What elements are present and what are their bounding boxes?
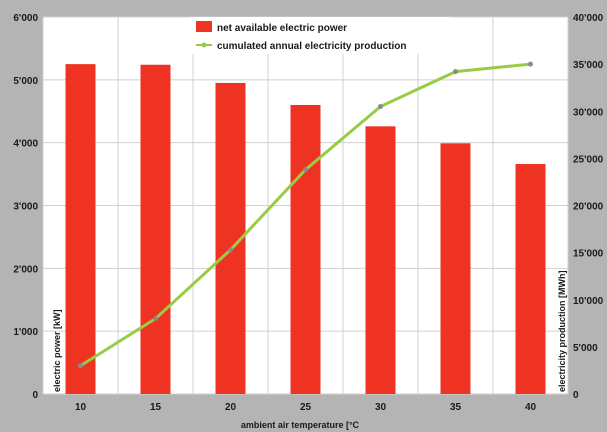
y-axis-left: 0 1'000 2'000 3'000 4'000 5'000 6'000 bbox=[13, 13, 38, 401]
legend-label-line: cumulated annual electricity production bbox=[217, 41, 406, 52]
y-tick-right: 40'000 bbox=[573, 13, 604, 24]
x-tick: 15 bbox=[150, 402, 162, 413]
y-axis-left-title: electric power [kW] bbox=[52, 309, 62, 392]
x-tick: 20 bbox=[225, 402, 237, 413]
y-tick-left: 2'000 bbox=[13, 264, 38, 275]
legend-label-bar: net available electric power bbox=[217, 23, 347, 34]
y-tick-left: 3'000 bbox=[13, 202, 38, 213]
bar bbox=[290, 104, 321, 394]
line-point bbox=[303, 167, 308, 173]
bar bbox=[515, 164, 546, 394]
bar bbox=[365, 126, 396, 394]
bar-series bbox=[65, 64, 546, 395]
y-tick-right: 35'000 bbox=[573, 60, 604, 71]
y-tick-right: 15'000 bbox=[573, 249, 604, 260]
legend-swatch-bar bbox=[196, 21, 212, 32]
line-point bbox=[528, 61, 533, 67]
x-tick: 40 bbox=[525, 402, 537, 413]
x-axis-title: ambient air temperature [°C bbox=[241, 420, 360, 430]
line-point bbox=[453, 69, 458, 75]
line-point bbox=[228, 247, 233, 253]
y-tick-left: 1'000 bbox=[13, 327, 38, 338]
y-tick-right: 20'000 bbox=[573, 202, 604, 213]
y-tick-right: 0 bbox=[573, 390, 579, 401]
line-markers bbox=[78, 61, 533, 369]
x-axis: 10 15 20 25 30 35 40 bbox=[75, 402, 537, 413]
legend-swatch-marker bbox=[201, 42, 207, 48]
x-tick: 30 bbox=[375, 402, 387, 413]
y-tick-right: 25'000 bbox=[573, 154, 604, 165]
x-tick: 10 bbox=[75, 402, 87, 413]
line-point bbox=[153, 316, 158, 322]
y-axis-right: 0 5'000 10'000 15'000 20'000 25'000 30'000 35'0… bbox=[573, 13, 604, 401]
y-tick-right: 5'000 bbox=[573, 343, 598, 354]
bar bbox=[440, 143, 471, 394]
y-tick-left: 0 bbox=[32, 390, 38, 401]
bar bbox=[65, 64, 96, 394]
y-tick-left: 5'000 bbox=[13, 76, 38, 87]
y-tick-right: 30'000 bbox=[573, 107, 604, 118]
y-tick-left: 4'000 bbox=[13, 139, 38, 150]
x-tick: 35 bbox=[450, 402, 462, 413]
line-point bbox=[378, 104, 383, 110]
bar bbox=[140, 64, 171, 395]
x-tick: 25 bbox=[300, 402, 312, 413]
legend: net available electric power cumulated a… bbox=[190, 17, 452, 54]
y-tick-left: 6'000 bbox=[13, 13, 38, 24]
y-axis-right-title: electricity production [MWh] bbox=[557, 270, 567, 392]
y-tick-right: 10'000 bbox=[573, 296, 604, 307]
legend-box bbox=[190, 17, 452, 54]
line-point bbox=[78, 363, 83, 369]
